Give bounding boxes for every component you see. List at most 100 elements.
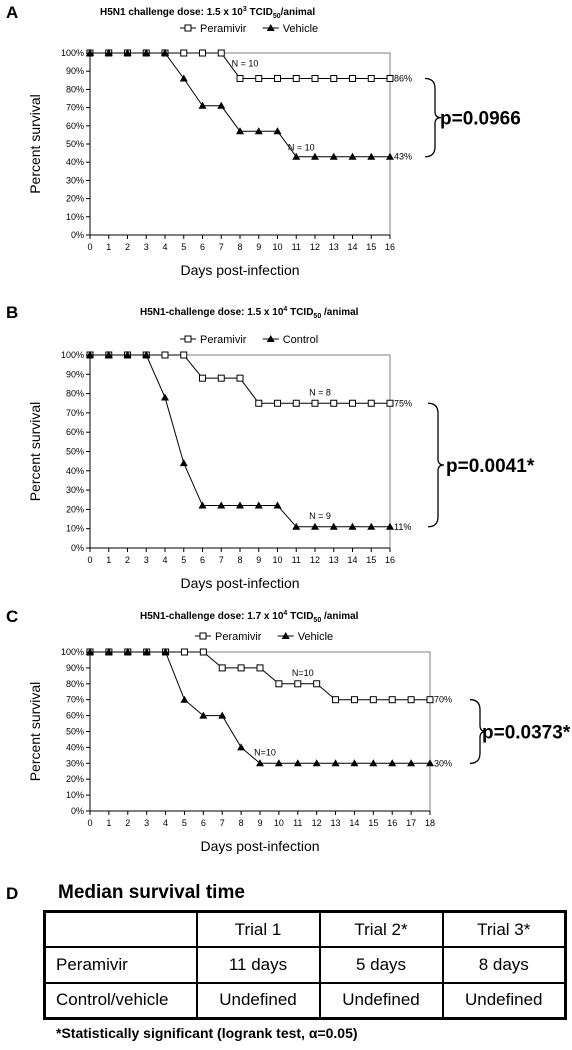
- data-point-peramivir: [349, 399, 356, 407]
- x-tick-label: 13: [329, 242, 339, 252]
- x-tick-label: 17: [406, 818, 416, 828]
- x-tick-label: 11: [292, 242, 301, 252]
- end-value-label: 30%: [434, 758, 452, 768]
- x-tick-label: 2: [125, 818, 130, 828]
- data-point-control: [331, 759, 340, 767]
- data-point-peramivir: [180, 49, 188, 57]
- data-point-control: [199, 711, 208, 719]
- n-label: N=10: [292, 668, 314, 678]
- data-point-control: [104, 351, 113, 358]
- data-point-peramivir: [313, 680, 321, 688]
- data-point-peramivir: [367, 399, 375, 407]
- significance-bracket: [427, 402, 445, 528]
- data-point-control: [348, 152, 357, 160]
- data-point-control: [348, 522, 357, 530]
- data-point-peramivir: [217, 374, 225, 382]
- data-point-peramivir: [274, 399, 281, 407]
- n-label: N = 9: [309, 511, 331, 521]
- data-point-peramivir: [236, 74, 244, 82]
- legend-triangle-marker: [281, 632, 290, 639]
- x-tick-label: 5: [182, 818, 187, 828]
- table-header-row: Trial 1 Trial 2* Trial 3*: [43, 910, 567, 949]
- table-row: Peramivir 11 days 5 days 8 days: [43, 946, 567, 984]
- x-tick-label: 16: [387, 818, 397, 828]
- y-tick-label: 10%: [66, 212, 84, 222]
- significance-bracket: [469, 699, 487, 764]
- table-cell: Undefined: [441, 981, 567, 1020]
- data-point-control: [123, 648, 132, 655]
- data-point-control: [142, 49, 151, 56]
- median-survival-section: D Median survival time Trial 1 Trial 2* …: [0, 880, 572, 1050]
- x-axis-title: Days post-infection: [200, 838, 319, 854]
- data-point-control: [123, 351, 132, 358]
- table-header-cell: Trial 3*: [441, 910, 567, 949]
- data-point-peramivir: [367, 74, 375, 82]
- data-point-control: [142, 648, 151, 655]
- x-tick-label: 13: [331, 818, 341, 828]
- y-tick-label: 0%: [71, 230, 84, 240]
- y-axis-title: Percent survival: [27, 682, 43, 782]
- x-tick-label: 11: [292, 555, 301, 565]
- data-point-peramivir: [388, 696, 396, 704]
- x-tick-label: 5: [181, 242, 186, 252]
- table-cell: 5 days: [318, 946, 444, 984]
- n-label: N = 8: [309, 387, 331, 397]
- data-point-control: [293, 759, 302, 767]
- x-tick-label: 1: [106, 818, 111, 828]
- table-cell: 8 days: [441, 946, 567, 984]
- data-point-control: [312, 759, 321, 767]
- y-tick-label: 100%: [61, 48, 84, 58]
- data-point-peramivir: [199, 49, 206, 57]
- data-point-control: [123, 49, 132, 56]
- x-tick-label: 14: [349, 818, 359, 828]
- data-point-control: [161, 648, 170, 655]
- p-value-label: p=0.0966: [440, 109, 521, 130]
- plot-area: [89, 651, 431, 812]
- data-point-peramivir: [217, 49, 225, 57]
- x-tick-label: 14: [347, 242, 357, 252]
- x-tick-label: 0: [87, 555, 92, 565]
- x-tick-label: 3: [144, 242, 149, 252]
- x-tick-label: 8: [237, 242, 242, 252]
- data-point-peramivir: [255, 399, 263, 407]
- data-point-peramivir: [255, 74, 263, 82]
- x-tick-label: 16: [385, 555, 395, 565]
- panel-letter: C: [6, 607, 18, 626]
- x-tick-label: 8: [237, 555, 242, 565]
- data-point-control: [292, 522, 301, 530]
- n-label: N = 10: [288, 143, 315, 153]
- x-tick-label: 12: [312, 818, 322, 828]
- data-point-control: [86, 351, 94, 358]
- footnote: *Statistically significant (logrank test…: [56, 1025, 358, 1041]
- y-tick-label: 30%: [66, 485, 84, 495]
- x-tick-label: 14: [347, 555, 357, 565]
- legend-label-control: Vehicle: [298, 631, 333, 643]
- x-tick-label: 12: [310, 242, 320, 252]
- n-label: N = 10: [232, 58, 259, 68]
- panel-letter: A: [6, 3, 18, 22]
- legend-label-control: Vehicle: [283, 23, 318, 35]
- x-tick-label: 7: [219, 242, 224, 252]
- y-tick-label: 70%: [66, 408, 84, 418]
- end-value-label: 43%: [394, 152, 412, 162]
- data-point-peramivir: [407, 696, 415, 704]
- data-point-control: [236, 501, 244, 509]
- x-tick-label: 15: [366, 242, 376, 252]
- chart-title: H5N1-challenge dose: 1.7 x 104 TCID50 /a…: [140, 610, 359, 624]
- x-tick-label: 11: [293, 818, 302, 828]
- x-tick-label: 16: [385, 242, 395, 252]
- data-point-control: [426, 759, 434, 767]
- data-point-peramivir: [237, 664, 245, 672]
- table-header-cell: [43, 910, 198, 949]
- x-tick-label: 15: [366, 555, 376, 565]
- n-label: N=10: [254, 747, 276, 757]
- x-tick-label: 0: [87, 818, 92, 828]
- panel-letter: B: [6, 303, 18, 322]
- x-tick-label: 3: [144, 555, 149, 565]
- x-tick-label: 4: [162, 555, 167, 565]
- x-tick-label: 7: [220, 818, 225, 828]
- y-tick-label: 20%: [66, 774, 84, 784]
- x-tick-label: 4: [163, 818, 168, 828]
- data-point-control: [350, 759, 359, 767]
- data-point-peramivir: [218, 664, 226, 672]
